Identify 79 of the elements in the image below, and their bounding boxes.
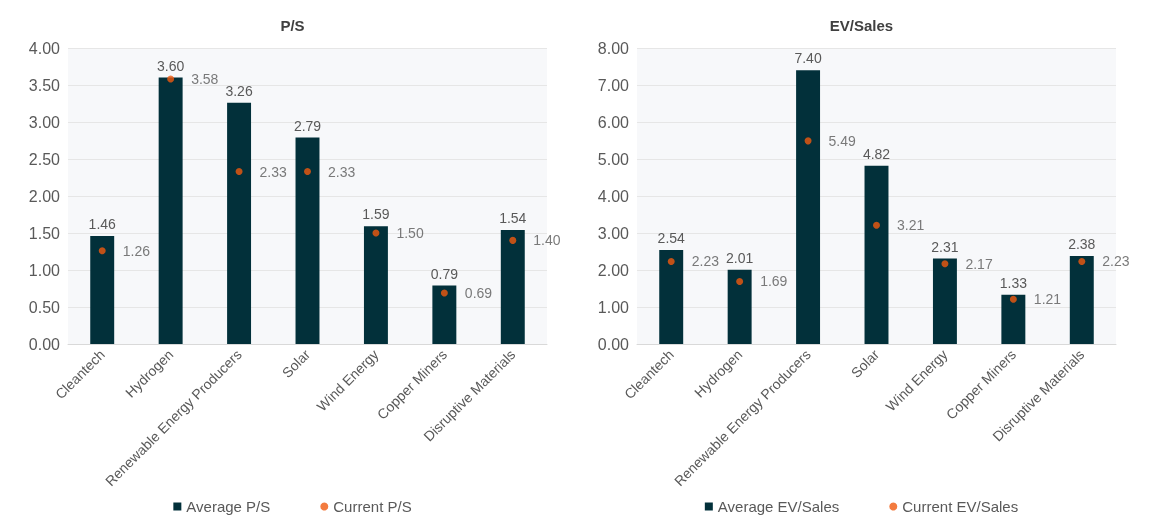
bar bbox=[295, 137, 320, 344]
text: 0.00 bbox=[597, 335, 629, 353]
point bbox=[1009, 295, 1017, 303]
bar bbox=[227, 102, 252, 344]
point bbox=[440, 289, 448, 297]
legend-label: Current EV/Sales bbox=[902, 498, 1019, 515]
data-label: 1.40 bbox=[533, 232, 561, 249]
text: 1.00 bbox=[28, 261, 60, 279]
data-label: 2.38 bbox=[1068, 235, 1096, 252]
data-label: 1.33 bbox=[999, 274, 1028, 291]
bar bbox=[158, 77, 183, 344]
bar bbox=[1001, 294, 1026, 344]
point bbox=[98, 247, 106, 255]
data-label: 1.69 bbox=[760, 273, 788, 290]
bar bbox=[363, 226, 388, 344]
bar bbox=[727, 269, 752, 344]
data-label: 2.79 bbox=[293, 117, 322, 134]
data-label: 1.46 bbox=[88, 215, 117, 232]
data-label: 1.54 bbox=[499, 210, 527, 227]
data-label: 0.79 bbox=[430, 265, 459, 282]
bar bbox=[659, 250, 684, 344]
data-label: 2.54 bbox=[657, 230, 686, 247]
chart-title: P/S bbox=[280, 17, 305, 34]
data-label: 1.50 bbox=[396, 225, 424, 241]
text: 0.50 bbox=[28, 298, 60, 316]
legend-label: Current P/S bbox=[333, 498, 412, 515]
text: 0.00 bbox=[28, 335, 60, 353]
data-label: 3.60 bbox=[157, 57, 185, 74]
point bbox=[167, 75, 175, 83]
point bbox=[941, 260, 949, 268]
data-label: 1.26 bbox=[122, 242, 151, 259]
data-label: 2.31 bbox=[931, 238, 959, 255]
data-label: 4.82 bbox=[862, 145, 891, 162]
point bbox=[1078, 257, 1086, 265]
text: 7.00 bbox=[597, 76, 629, 94]
text: 2.00 bbox=[28, 187, 60, 205]
text: 2.00 bbox=[597, 261, 629, 279]
bar bbox=[864, 165, 889, 344]
bar bbox=[500, 230, 525, 344]
data-label: 2.33 bbox=[259, 163, 288, 180]
bar bbox=[1069, 255, 1094, 344]
data-label: 3.26 bbox=[225, 82, 253, 99]
text: 2.50 bbox=[28, 150, 60, 168]
text: 1.50 bbox=[28, 224, 60, 242]
point bbox=[509, 236, 517, 244]
point bbox=[804, 137, 812, 145]
chart-title: EV/Sales bbox=[829, 17, 894, 34]
text: 3.00 bbox=[597, 224, 629, 242]
data-label: 2.17 bbox=[965, 255, 993, 272]
legend-label: Average EV/Sales bbox=[717, 498, 840, 515]
data-label: 2.33 bbox=[328, 163, 356, 180]
data-label: 3.58 bbox=[191, 71, 219, 88]
data-label: 7.40 bbox=[794, 50, 822, 67]
legend-label: Average P/S bbox=[186, 498, 271, 515]
text: 4.00 bbox=[597, 187, 629, 205]
point bbox=[235, 168, 243, 176]
bar bbox=[432, 285, 457, 344]
bar bbox=[796, 70, 821, 344]
data-label: 1.21 bbox=[1033, 291, 1062, 308]
data-label: 0.69 bbox=[464, 284, 493, 301]
text: 1.00 bbox=[597, 298, 629, 316]
data-label: 2.01 bbox=[726, 249, 754, 266]
point bbox=[667, 257, 675, 265]
text: 5.00 bbox=[597, 150, 629, 168]
data-label: 2.23 bbox=[1102, 253, 1130, 270]
text: 3.50 bbox=[28, 76, 60, 94]
data-label: 2.23 bbox=[691, 253, 720, 270]
point bbox=[736, 277, 744, 285]
data-label: 5.49 bbox=[828, 132, 857, 149]
text: 4.00 bbox=[28, 39, 60, 57]
data-label: 1.59 bbox=[362, 206, 390, 223]
text: 8.00 bbox=[597, 39, 629, 57]
bar bbox=[932, 258, 957, 344]
text: 3.00 bbox=[28, 113, 60, 131]
bar bbox=[90, 235, 115, 344]
text: 6.00 bbox=[597, 113, 629, 131]
data-label: 3.21 bbox=[897, 217, 925, 234]
point bbox=[304, 168, 311, 176]
point bbox=[873, 221, 880, 229]
